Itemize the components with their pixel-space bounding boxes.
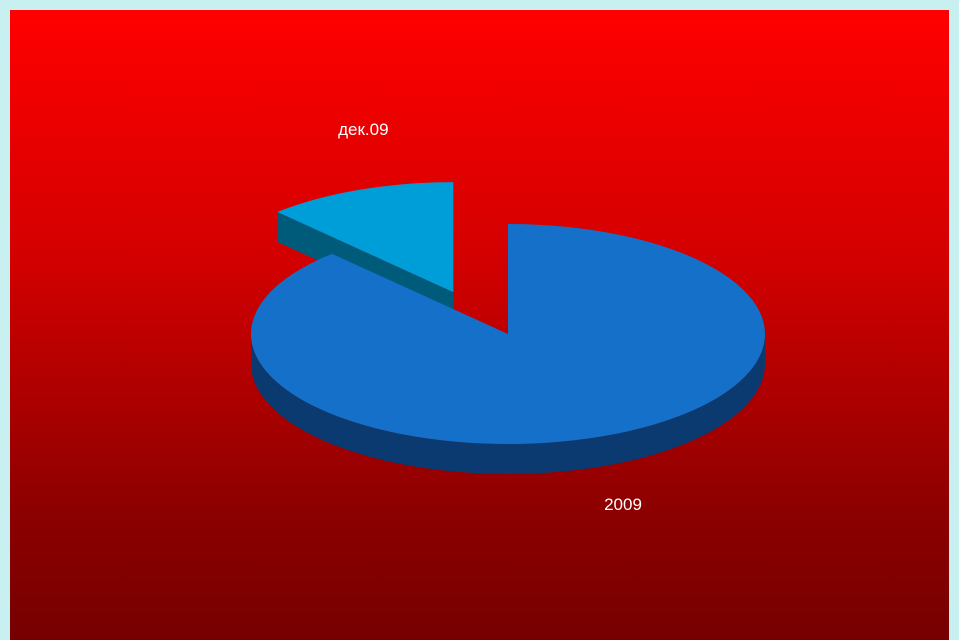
pie-tops [250, 182, 765, 444]
pie-slice-2009 [250, 224, 765, 444]
pie-slice-dec-09 [277, 182, 454, 293]
pie-label-2009: 2009 [604, 495, 642, 514]
slide-background: 2009 дек.09 [10, 10, 949, 640]
pie-chart: 2009 дек.09 [250, 120, 765, 514]
pie-rim-2009 [251, 334, 765, 474]
pie-label-dec-09: дек.09 [338, 120, 388, 139]
